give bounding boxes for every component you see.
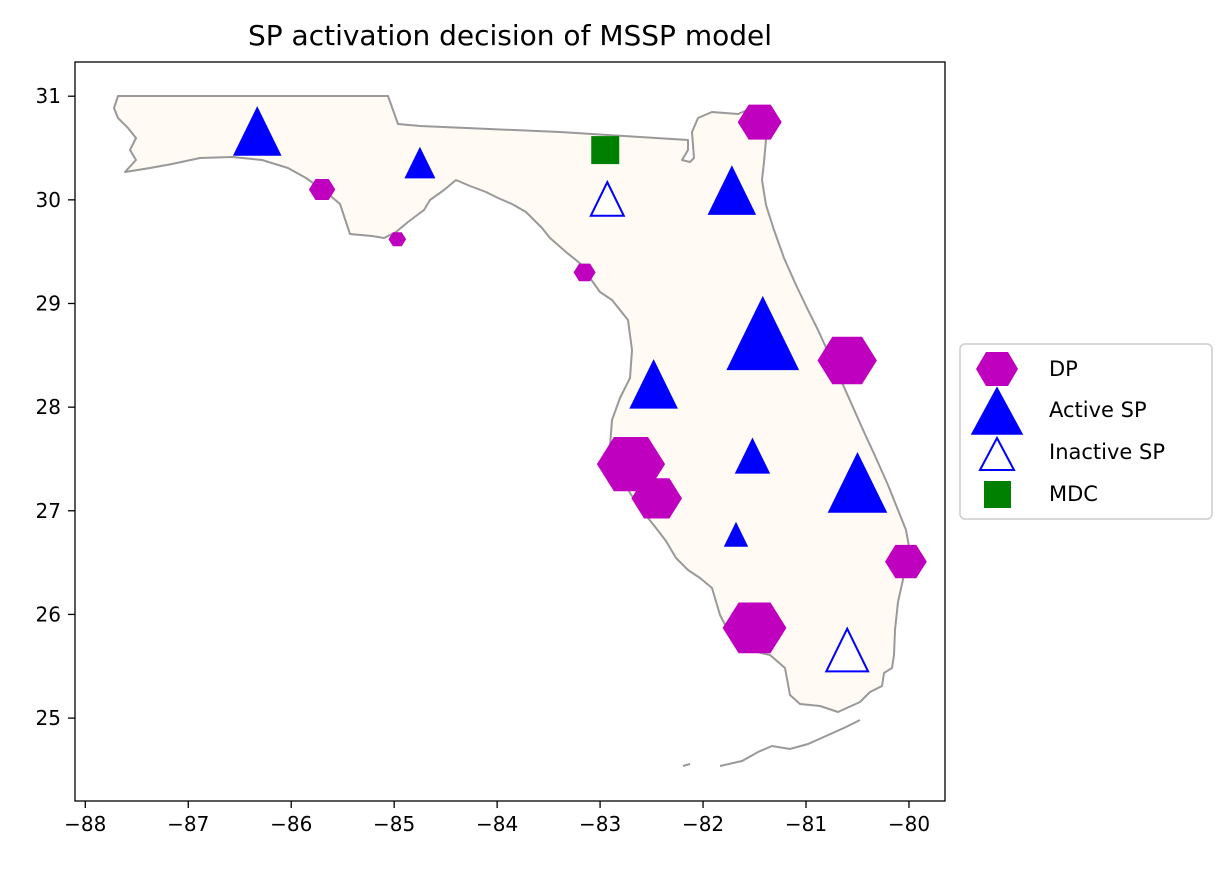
legend-entry-inactive-sp: Inactive SP bbox=[978, 435, 1165, 471]
legend: DP Active SP Inactive SP MDC bbox=[959, 343, 1213, 520]
active-sp-triangle-marker bbox=[726, 295, 800, 371]
x-tick-label: −83 bbox=[579, 812, 621, 836]
keys-outline bbox=[682, 719, 861, 767]
active-sp-triangle-marker bbox=[629, 359, 678, 409]
y-tick-label: 28 bbox=[36, 395, 61, 419]
legend-inactive-sp-label: Inactive SP bbox=[1049, 440, 1165, 464]
x-tick-label: −86 bbox=[270, 812, 312, 836]
legend-entry-mdc: MDC bbox=[984, 481, 1098, 508]
chart-title: SP activation decision of MSSP model bbox=[248, 19, 772, 52]
active-sp-triangle-marker bbox=[404, 146, 436, 179]
legend-dp-hexagon-marker bbox=[976, 352, 1018, 386]
inactive-sp-triangle-marker bbox=[824, 626, 870, 673]
x-tick-label: −87 bbox=[167, 812, 209, 836]
x-tick-label: −81 bbox=[785, 812, 827, 836]
active-sp-triangle-marker bbox=[827, 451, 888, 513]
mdc-square-marker bbox=[591, 136, 620, 165]
x-tick-label: −84 bbox=[476, 812, 518, 836]
legend-inactive-sp-triangle-marker bbox=[978, 435, 1016, 471]
y-tick-label: 25 bbox=[36, 706, 61, 730]
legend-frame bbox=[959, 343, 1213, 520]
y-tick-label: 26 bbox=[36, 602, 61, 626]
active-sp-triangle-marker bbox=[734, 437, 771, 474]
x-axis: −88 −87 −86 −85 −84 −83 −82 −81 −80 bbox=[64, 801, 930, 836]
dp-hexagon-marker bbox=[722, 602, 787, 654]
legend-dp-label: DP bbox=[1049, 357, 1078, 381]
legend-active-sp-label: Active SP bbox=[1049, 398, 1147, 422]
plot-area bbox=[74, 61, 946, 802]
dp-hexagon-marker bbox=[817, 336, 877, 385]
x-tick-label: −80 bbox=[888, 812, 930, 836]
y-tick-label: 29 bbox=[36, 291, 61, 315]
legend-mdc-square-marker bbox=[984, 481, 1011, 508]
dp-hexagon-marker bbox=[573, 263, 596, 282]
legend-mdc-label: MDC bbox=[1049, 482, 1098, 506]
inactive-sp-triangle-marker bbox=[589, 179, 626, 217]
x-tick-label: −85 bbox=[373, 812, 415, 836]
legend-entry-dp: DP bbox=[976, 352, 1078, 386]
y-tick-label: 30 bbox=[36, 188, 61, 212]
dp-hexagon-marker bbox=[631, 478, 682, 519]
y-tick-label: 27 bbox=[36, 499, 61, 523]
dp-hexagon-marker bbox=[388, 232, 407, 247]
y-tick-label: 31 bbox=[36, 84, 61, 108]
dp-hexagon-marker bbox=[596, 437, 666, 492]
markers-layer bbox=[232, 104, 927, 673]
active-sp-triangle-marker bbox=[232, 106, 282, 156]
legend-active-sp-triangle-marker bbox=[970, 386, 1024, 435]
active-sp-triangle-marker bbox=[707, 165, 757, 215]
dp-hexagon-marker bbox=[308, 179, 336, 200]
x-tick-label: −82 bbox=[682, 812, 724, 836]
y-axis: 25 26 27 28 29 30 31 bbox=[36, 84, 75, 730]
plot-frame bbox=[74, 61, 946, 802]
legend-entry-active-sp: Active SP bbox=[970, 386, 1147, 435]
dp-hexagon-marker bbox=[737, 104, 782, 140]
active-sp-triangle-marker bbox=[723, 521, 749, 547]
x-tick-label: −88 bbox=[64, 812, 106, 836]
dp-hexagon-marker bbox=[885, 544, 927, 579]
